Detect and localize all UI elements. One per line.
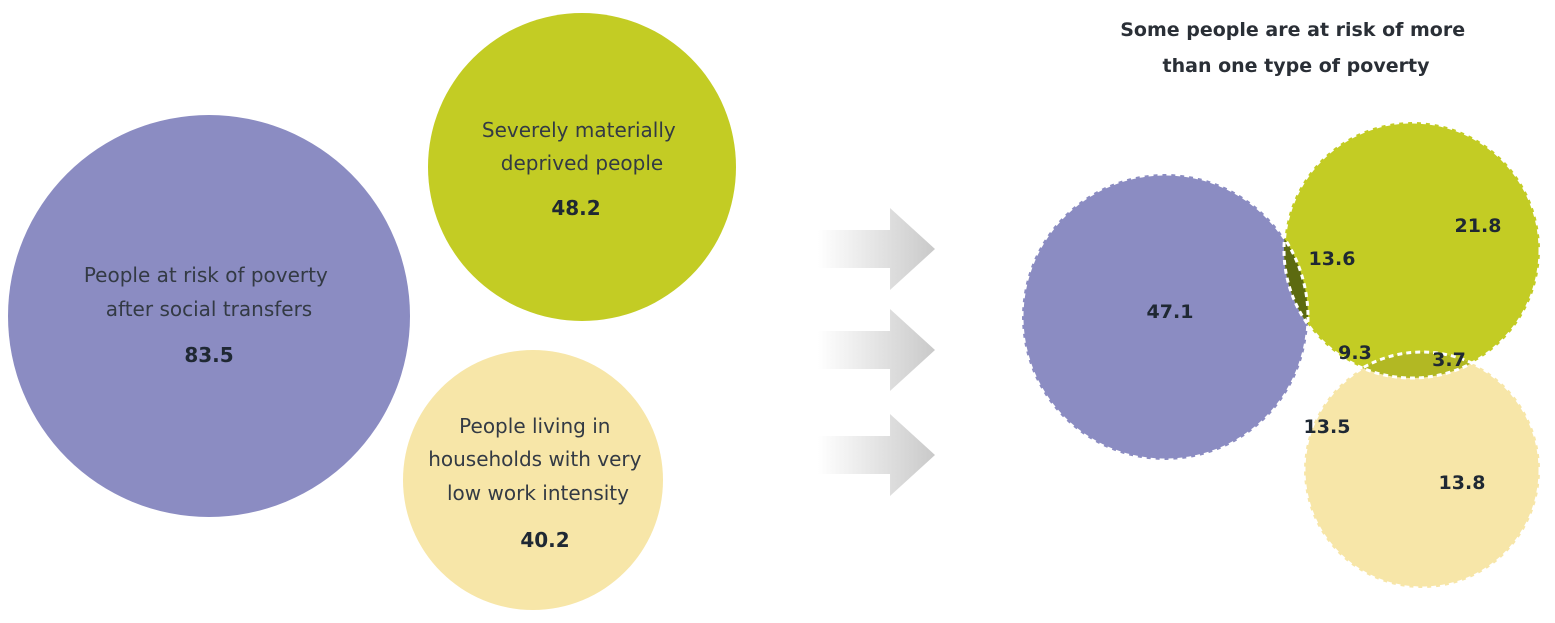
venn-poverty-outline bbox=[1020, 172, 1310, 462]
work-value: 40.2 bbox=[520, 528, 569, 552]
poverty-value: 83.5 bbox=[184, 343, 233, 367]
venn-poverty-deprived-value: 13.6 bbox=[1309, 248, 1356, 270]
arrow-bottom-icon bbox=[818, 414, 935, 496]
venn-work-only-value: 13.8 bbox=[1439, 472, 1486, 494]
venn-diagram: Some people are at risk of more than one… bbox=[1020, 19, 1542, 590]
venn-poverty-only-value: 47.1 bbox=[1147, 301, 1194, 323]
venn-title: Some people are at risk of more than one… bbox=[1120, 19, 1472, 77]
left-groups: People at risk of poverty after social t… bbox=[8, 13, 736, 610]
deprived-value: 48.2 bbox=[551, 196, 600, 220]
venn-deprived-work-value: 3.7 bbox=[1432, 349, 1466, 371]
venn-poverty-work-value: 13.5 bbox=[1304, 416, 1351, 438]
work-intensity-circle bbox=[403, 350, 663, 610]
arrows bbox=[818, 208, 935, 496]
poverty-circle bbox=[8, 115, 410, 517]
venn-deprived-only-value: 21.8 bbox=[1455, 215, 1502, 237]
venn-all-three-value: 9.3 bbox=[1338, 342, 1372, 364]
arrow-middle-icon bbox=[818, 309, 935, 391]
venn-work-circle bbox=[1304, 352, 1540, 588]
deprived-circle bbox=[428, 13, 736, 321]
venn-poverty-circle bbox=[1022, 174, 1308, 460]
venn-work-outline bbox=[1302, 350, 1542, 590]
venn-deprived-outline bbox=[1282, 120, 1542, 380]
work-label: People living in households with very lo… bbox=[428, 414, 648, 505]
arrow-top-icon bbox=[818, 208, 935, 290]
venn-deprived-circle bbox=[1284, 122, 1540, 378]
poverty-label: People at risk of poverty after social t… bbox=[84, 263, 334, 321]
deprived-label: Severely materially deprived people bbox=[482, 118, 682, 175]
